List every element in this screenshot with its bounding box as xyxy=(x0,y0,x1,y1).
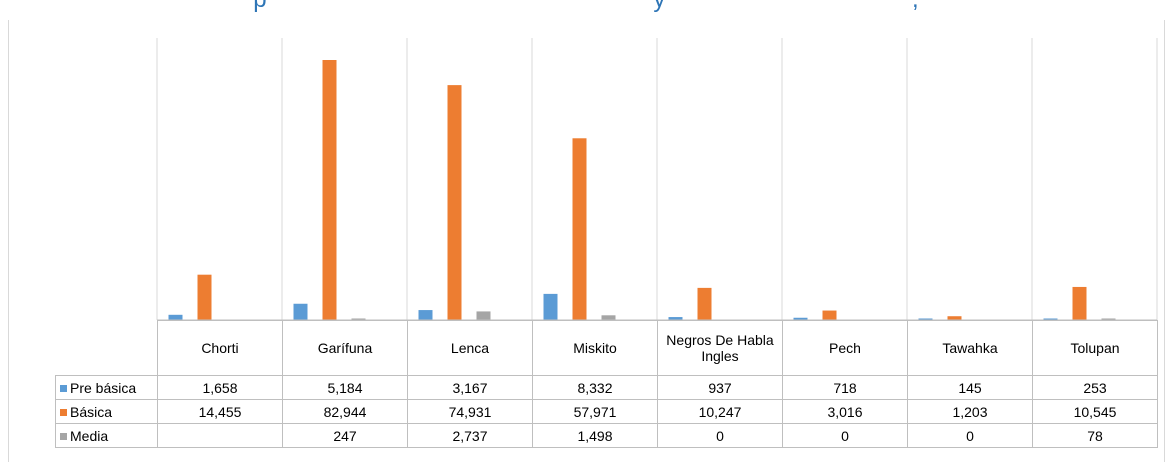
data-label: 1,658 xyxy=(157,375,283,400)
category-label: Garífuna xyxy=(282,320,408,376)
bar-pre-basica-4 xyxy=(668,317,683,320)
bar-basica-0 xyxy=(197,274,212,320)
data-label: 1,498 xyxy=(532,423,658,448)
bar-pre-basica-1 xyxy=(293,303,308,320)
bar-basica-2 xyxy=(447,85,462,320)
category-label: Lenca xyxy=(407,320,533,376)
bar-media-7 xyxy=(1101,318,1116,320)
category-label: Tolupan xyxy=(1032,320,1158,376)
legend-swatch xyxy=(60,408,67,416)
bar-media-3 xyxy=(601,315,616,320)
category-label: Chorti xyxy=(157,320,283,376)
data-label: 0 xyxy=(907,423,1033,448)
data-label: 74,931 xyxy=(407,399,533,424)
category-label: Negros De Habla Ingles xyxy=(657,320,783,376)
chart-frame xyxy=(8,20,1165,462)
bar-pre-basica-7 xyxy=(1043,318,1058,320)
table-header-row: Chorti Garífuna Lenca Miskito Negros De Habl… xyxy=(55,320,1158,376)
title-strip: p y , xyxy=(0,0,1172,22)
bar-pre-basica-2 xyxy=(418,310,433,320)
data-label xyxy=(157,423,283,448)
data-table: Chorti Garífuna Lenca Miskito Negros De Habl… xyxy=(55,320,1158,448)
legend-label: Pre básica xyxy=(70,379,137,396)
data-label: 3,167 xyxy=(407,375,533,400)
bar-basica-6 xyxy=(947,316,962,320)
data-label: 10,247 xyxy=(657,399,783,424)
legend-swatch xyxy=(60,384,67,392)
data-label: 14,455 xyxy=(157,399,283,424)
data-label: 247 xyxy=(282,423,408,448)
data-label: 253 xyxy=(1032,375,1158,400)
data-label: 3,016 xyxy=(782,399,908,424)
bar-pre-basica-5 xyxy=(793,317,808,320)
category-label: Pech xyxy=(782,320,908,376)
bar-basica-4 xyxy=(697,287,712,320)
bar-basica-5 xyxy=(822,310,837,320)
category-label: Miskito xyxy=(532,320,658,376)
chart-title: p y , xyxy=(0,0,1172,14)
data-label: 82,944 xyxy=(282,399,408,424)
data-label: 10,545 xyxy=(1032,399,1158,424)
table-row: Media 247 2,737 1,498 0 0 0 78 xyxy=(55,423,1158,448)
category-label: Tawahka xyxy=(907,320,1033,376)
table-corner xyxy=(55,320,158,376)
data-label: 8,332 xyxy=(532,375,658,400)
data-label: 937 xyxy=(657,375,783,400)
legend-label: Básica xyxy=(70,403,113,420)
data-label: 718 xyxy=(782,375,908,400)
data-label: 2,737 xyxy=(407,423,533,448)
bar-pre-basica-3 xyxy=(543,293,558,320)
bar-media-2 xyxy=(476,311,491,320)
table-row: Pre básica 1,658 5,184 3,167 8,332 937 718 145 2… xyxy=(55,375,1158,400)
data-label: 5,184 xyxy=(282,375,408,400)
legend-swatch xyxy=(60,432,67,440)
data-label: 145 xyxy=(907,375,1033,400)
bar-pre-basica-0 xyxy=(168,314,183,320)
bar-basica-1 xyxy=(322,60,337,320)
table-row: Básica 14,455 82,944 74,931 57,971 10,247 3,01… xyxy=(55,399,1158,424)
bar-basica-3 xyxy=(572,138,587,320)
legend-entry: Media xyxy=(55,423,158,448)
legend-entry: Básica xyxy=(55,399,158,424)
bar-media-1 xyxy=(351,318,366,320)
data-label: 0 xyxy=(782,423,908,448)
data-label: 0 xyxy=(657,423,783,448)
bar-basica-7 xyxy=(1072,286,1087,320)
data-label: 57,971 xyxy=(532,399,658,424)
bar-pre-basica-6 xyxy=(918,318,933,320)
legend-entry: Pre básica xyxy=(55,375,158,400)
data-label: 78 xyxy=(1032,423,1158,448)
legend-label: Media xyxy=(70,427,109,444)
data-label: 1,203 xyxy=(907,399,1033,424)
